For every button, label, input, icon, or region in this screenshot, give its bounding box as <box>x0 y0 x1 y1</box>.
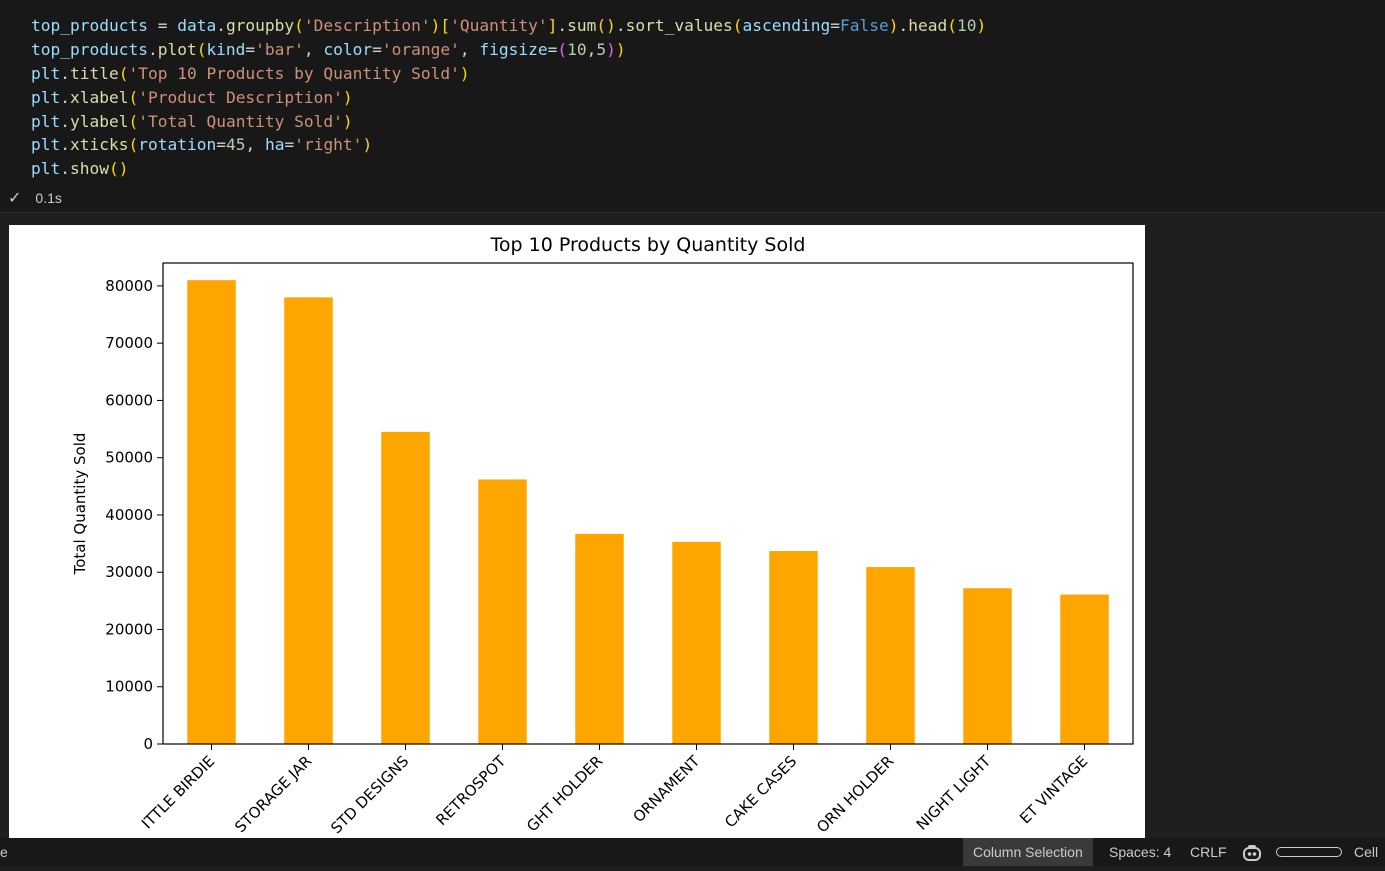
code-cell[interactable]: top_products = data.groupby('Description… <box>0 0 1385 213</box>
bar <box>866 567 915 744</box>
bar <box>381 431 430 744</box>
code-line[interactable]: plt.ylabel('Total Quantity Sold') <box>31 111 353 131</box>
status-bar: e Column Selection Spaces: 4 CRLF Cell <box>0 838 1385 866</box>
execution-status: ✓ 0.1s <box>8 188 62 208</box>
y-tick-label: 40000 <box>105 506 153 524</box>
code-line[interactable]: plt.xticks(rotation=45, ha='right') <box>31 135 373 155</box>
check-icon: ✓ <box>8 190 22 207</box>
code-line[interactable]: plt.show() <box>31 159 129 179</box>
y-tick-label: 80000 <box>105 277 153 295</box>
bar <box>187 280 236 744</box>
code-line[interactable]: top_products = data.groupby('Description… <box>31 16 987 35</box>
line-ending-button[interactable]: CRLF <box>1190 844 1227 860</box>
x-tick-label: ORNAMENT <box>629 752 703 826</box>
y-tick-label: 10000 <box>105 678 153 696</box>
y-tick-label: 30000 <box>105 563 153 581</box>
y-tick-label: 70000 <box>105 334 153 352</box>
copilot-icon[interactable] <box>1242 843 1262 861</box>
y-tick-label: 0 <box>143 735 153 753</box>
y-tick-label: 50000 <box>105 449 153 467</box>
bar <box>575 533 624 744</box>
status-left-fragment: e <box>0 844 8 860</box>
y-tick-label: 60000 <box>105 391 153 409</box>
x-tick-label: RETROSPOT <box>432 752 510 830</box>
x-tick-label: ORN HOLDER <box>813 752 897 836</box>
y-tick-label: 20000 <box>105 620 153 638</box>
x-tick-label: STORAGE JAR <box>231 752 315 836</box>
bar <box>284 297 333 744</box>
bar <box>672 541 721 744</box>
column-selection-button[interactable]: Column Selection <box>963 838 1093 866</box>
code-editor[interactable]: top_products = data.groupby('Description… <box>31 14 986 181</box>
indentation-button[interactable]: Spaces: 4 <box>1109 844 1172 860</box>
bar <box>478 479 527 744</box>
code-line[interactable]: top_products.plot(kind='bar', color='ora… <box>31 39 626 59</box>
x-tick-label: CAKE CASES <box>721 752 800 831</box>
x-tick-label: GHT HOLDER <box>523 752 606 835</box>
code-line[interactable]: plt.title('Top 10 Products by Quantity S… <box>31 63 470 83</box>
y-axis-label: Total Quantity Sold <box>71 433 89 576</box>
chart-title: Top 10 Products by Quantity Sold <box>490 234 806 256</box>
cell-button[interactable]: Cell <box>1354 844 1379 860</box>
execution-time: 0.1s <box>35 190 62 206</box>
x-tick-label: STD DESIGNS <box>327 752 412 837</box>
plot-frame <box>162 262 1134 745</box>
bar-chart: Top 10 Products by Quantity Sold Total Qu… <box>71 234 1134 837</box>
bar <box>963 588 1012 744</box>
cell-output: Top 10 Products by Quantity Sold Total Qu… <box>9 225 1145 838</box>
bar <box>1060 594 1109 744</box>
x-tick-label: NIGHT LIGHT <box>913 752 995 834</box>
code-line[interactable]: plt.xlabel('Product Description') <box>31 87 353 107</box>
copilot-toggle[interactable] <box>1276 847 1342 857</box>
x-tick-label: ET VINTAGE <box>1016 752 1091 827</box>
bar <box>769 551 818 744</box>
x-tick-label: ITTLE BIRDIE <box>138 752 218 832</box>
